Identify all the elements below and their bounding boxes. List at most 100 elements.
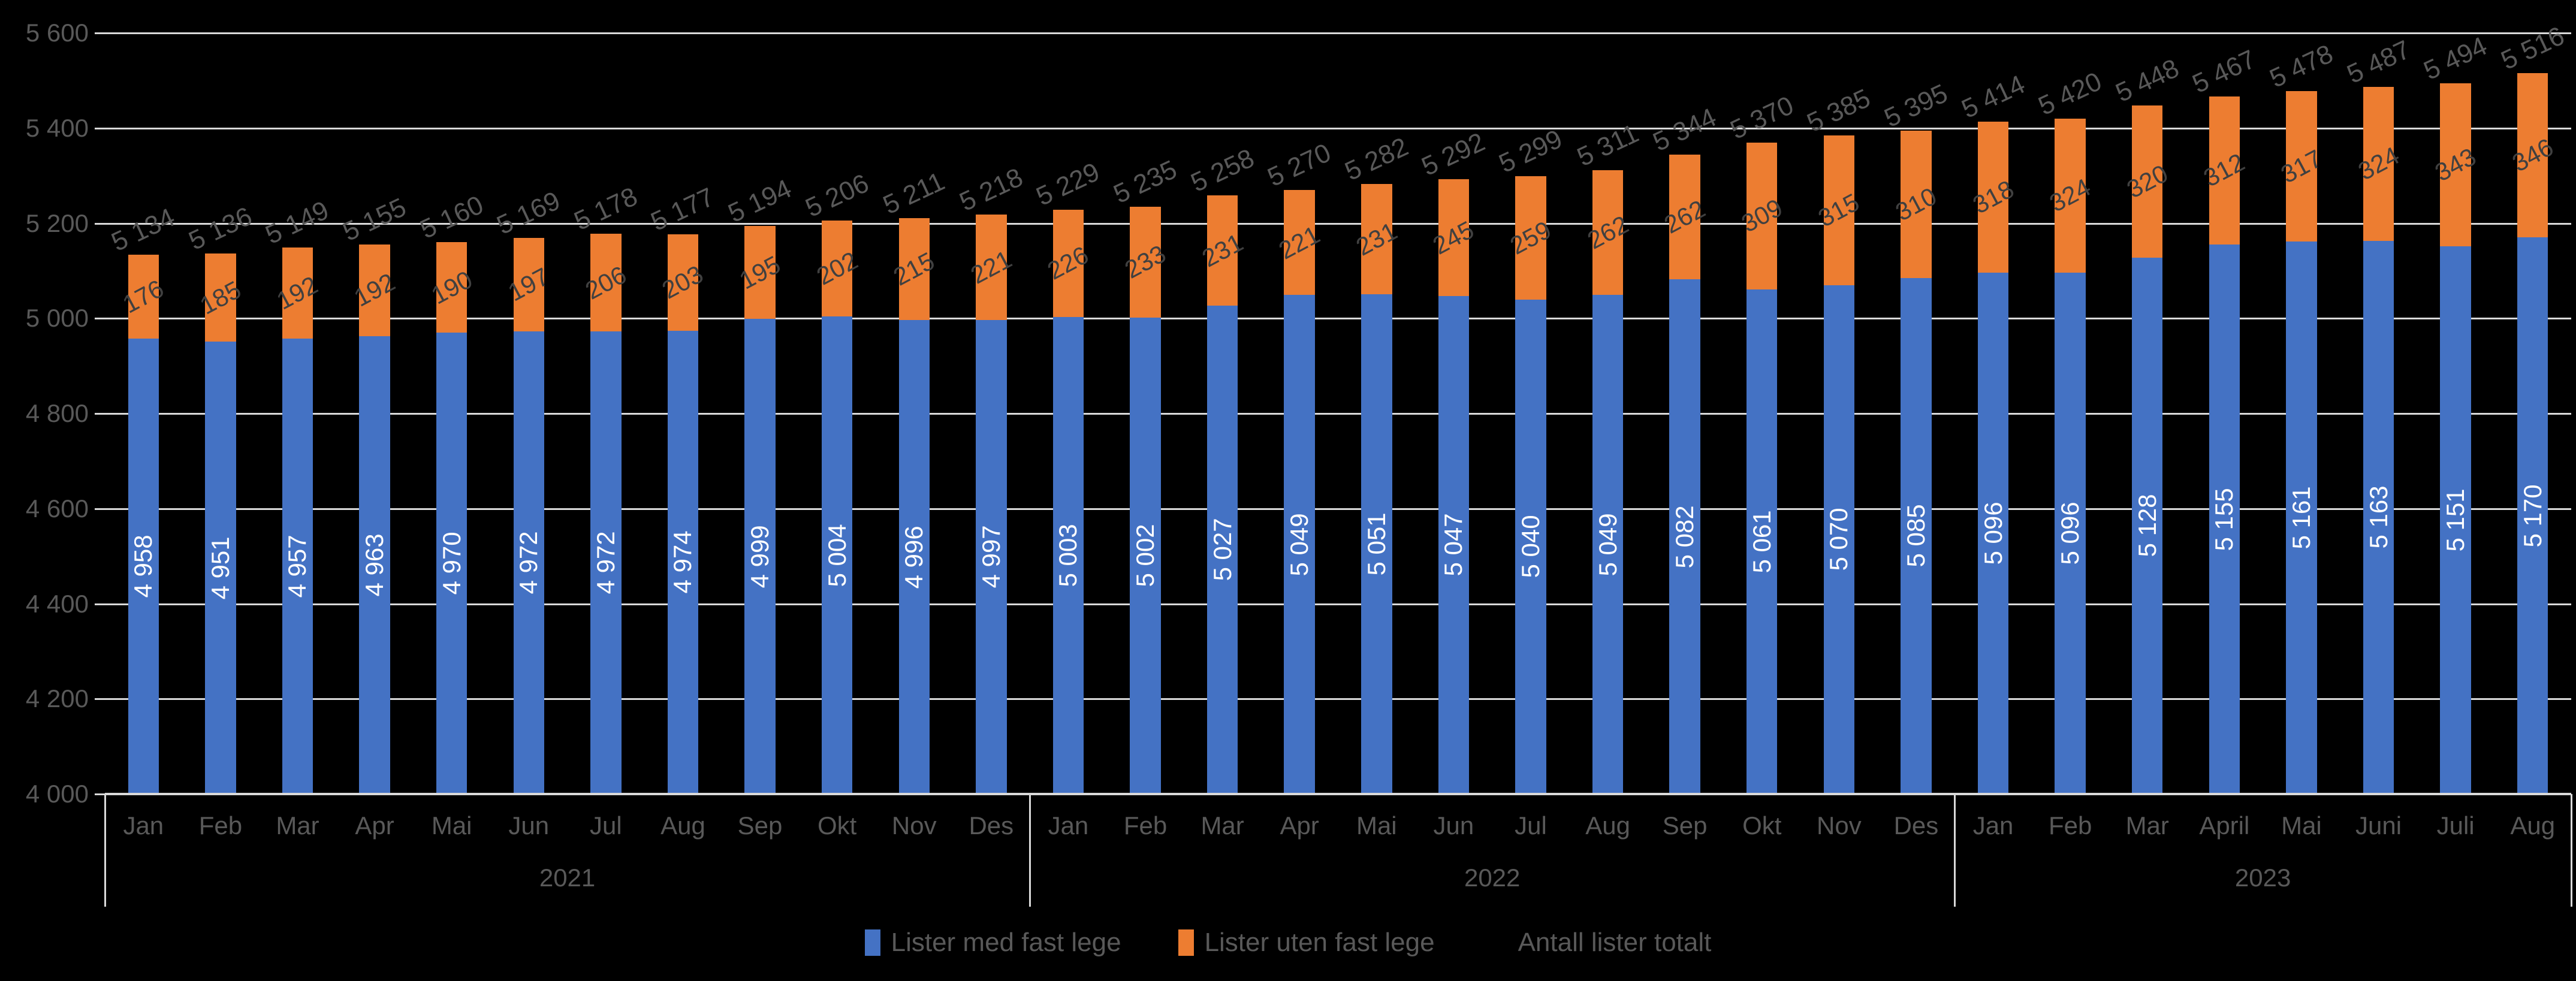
bar-segment-med-fast-lege: [2209, 245, 2240, 794]
stacked-bar: [1206, 33, 1238, 794]
bar-segment-uten-fast-lege: [2209, 96, 2240, 245]
data-label-uten-fast-lege: 221: [966, 245, 1016, 289]
bar-segment-med-fast-lege: [205, 342, 236, 794]
gridline: [105, 32, 2571, 34]
bar-segment-uten-fast-lege: [1052, 209, 1084, 317]
data-label-med-fast-lege: 4 958: [129, 535, 158, 598]
month-label: Aug: [660, 811, 705, 840]
data-label-med-fast-lege: 5 161: [2287, 486, 2315, 550]
bar-slot: 5 096 318 5 414: [1954, 33, 2032, 794]
bar-segment-med-fast-lege: [590, 331, 622, 794]
data-label-uten-fast-lege: 195: [734, 250, 785, 295]
bar-segment-med-fast-lege: [1592, 295, 1624, 794]
stacked-bar: [744, 33, 776, 794]
year-separator: [104, 794, 106, 907]
data-label-med-fast-lege: 4 951: [206, 536, 234, 600]
data-label-uten-fast-lege: 192: [272, 270, 323, 315]
data-label-uten-fast-lege: 206: [580, 260, 631, 305]
legend-swatch: [1178, 929, 1194, 956]
stacked-bar: [976, 33, 1007, 794]
stacked-bar: [1361, 33, 1392, 794]
bar-segment-med-fast-lege: [1438, 295, 1470, 794]
month-label: Des: [1893, 811, 1939, 840]
month-label: Mar: [276, 811, 319, 840]
data-label-uten-fast-lege: 343: [2430, 142, 2481, 188]
data-label-med-fast-lege: 5 155: [2210, 488, 2239, 551]
bar-segment-med-fast-lege: [436, 333, 467, 794]
stacked-bar: [2286, 33, 2317, 794]
bar-slot: 5 047 245 5 292: [1415, 33, 1492, 794]
bar-slot: 5 070 315 5 385: [1800, 33, 1878, 794]
data-label-med-fast-lege: 5 049: [1593, 513, 1622, 576]
month-label: Okt: [817, 811, 857, 840]
legend-label: Lister uten fast lege: [1204, 928, 1435, 957]
month-label: Jul: [590, 811, 622, 840]
data-label-uten-fast-lege: 176: [118, 274, 169, 319]
month-label: Jun: [1433, 811, 1474, 840]
year-axis: 2021 2022 2023: [105, 854, 2571, 902]
month-label: Mar: [2125, 811, 2169, 840]
year-separator: [2570, 794, 2572, 907]
bar-slot: 4 999 195 5 194: [722, 33, 799, 794]
bar-segment-uten-fast-lege: [2286, 90, 2317, 242]
stacked-bar: [1747, 33, 1778, 794]
stacked-bar: [1592, 33, 1624, 794]
bar-segment-uten-fast-lege: [1206, 195, 1238, 306]
bar-segment-uten-fast-lege: [2132, 105, 2163, 258]
bar-slot: 4 997 221 5 218: [953, 33, 1030, 794]
month-label: April: [2199, 811, 2250, 840]
bar-segment-med-fast-lege: [2440, 246, 2471, 794]
y-axis-tick: [95, 127, 114, 129]
data-label-med-fast-lege: 4 974: [668, 530, 697, 594]
y-axis-tick: [95, 603, 114, 605]
data-label-uten-fast-lege: 226: [1043, 240, 1094, 285]
bar-slot: 5 085 310 5 395: [1878, 33, 1955, 794]
stacked-bar: [1901, 33, 1932, 794]
legend-swatch: [864, 929, 880, 956]
data-label-med-fast-lege: 4 970: [437, 532, 466, 595]
bar-segment-med-fast-lege: [2132, 257, 2163, 794]
bar-segment-med-fast-lege: [1901, 277, 1932, 794]
bar-segment-med-fast-lege: [744, 319, 776, 794]
bar-segment-med-fast-lege: [1052, 316, 1084, 794]
month-label: Apr: [355, 811, 394, 840]
bar-segment-uten-fast-lege: [1592, 170, 1624, 295]
data-label-uten-fast-lege: 231: [1351, 216, 1402, 261]
bar-segment-med-fast-lege: [821, 316, 853, 794]
stacked-bar: [513, 33, 544, 794]
bar-slot: 5 049 262 5 311: [1569, 33, 1646, 794]
bar-segment-uten-fast-lege: [1361, 184, 1392, 294]
month-label: Des: [969, 811, 1014, 840]
y-axis-tick: [95, 32, 114, 34]
data-label-med-fast-lege: 5 096: [1978, 502, 2007, 565]
stacked-bar: [1130, 33, 1161, 794]
bar-segment-uten-fast-lege: [667, 234, 699, 331]
bar-segment-uten-fast-lege: [282, 247, 313, 339]
bar-segment-uten-fast-lege: [976, 215, 1007, 320]
month-label: Juli: [2436, 811, 2475, 840]
stacked-bar: [821, 33, 853, 794]
data-label-med-fast-lege: 5 128: [2132, 494, 2161, 557]
year-separator: [1953, 794, 1956, 907]
stacked-bar: [1977, 33, 2009, 794]
data-label-med-fast-lege: 5 027: [1208, 518, 1236, 581]
y-axis-label: 5 400: [25, 113, 89, 142]
bar-segment-uten-fast-lege: [744, 226, 776, 319]
stacked-bar: [1052, 33, 1084, 794]
bar-slot: 5 003 226 5 229: [1030, 33, 1107, 794]
bar-slot: 5 161 317 5 478: [2263, 33, 2340, 794]
stacked-bar: [1515, 33, 1546, 794]
data-label-med-fast-lege: 5 085: [1901, 504, 1930, 568]
bar-slot: 5 004 202 5 206: [798, 33, 876, 794]
y-axis-tick: [95, 318, 114, 320]
month-label: Jul: [1515, 811, 1547, 840]
data-label-med-fast-lege: 4 957: [283, 535, 312, 598]
year-label: 2023: [2234, 864, 2291, 892]
year-label: 2021: [539, 864, 596, 892]
data-label-med-fast-lege: 5 002: [1131, 524, 1160, 587]
bar-segment-uten-fast-lege: [128, 254, 159, 339]
stacked-bar: [2209, 33, 2240, 794]
data-label-med-fast-lege: 5 004: [822, 523, 851, 587]
data-label-med-fast-lege: 4 963: [360, 533, 389, 597]
month-label: Mai: [1356, 811, 1397, 840]
